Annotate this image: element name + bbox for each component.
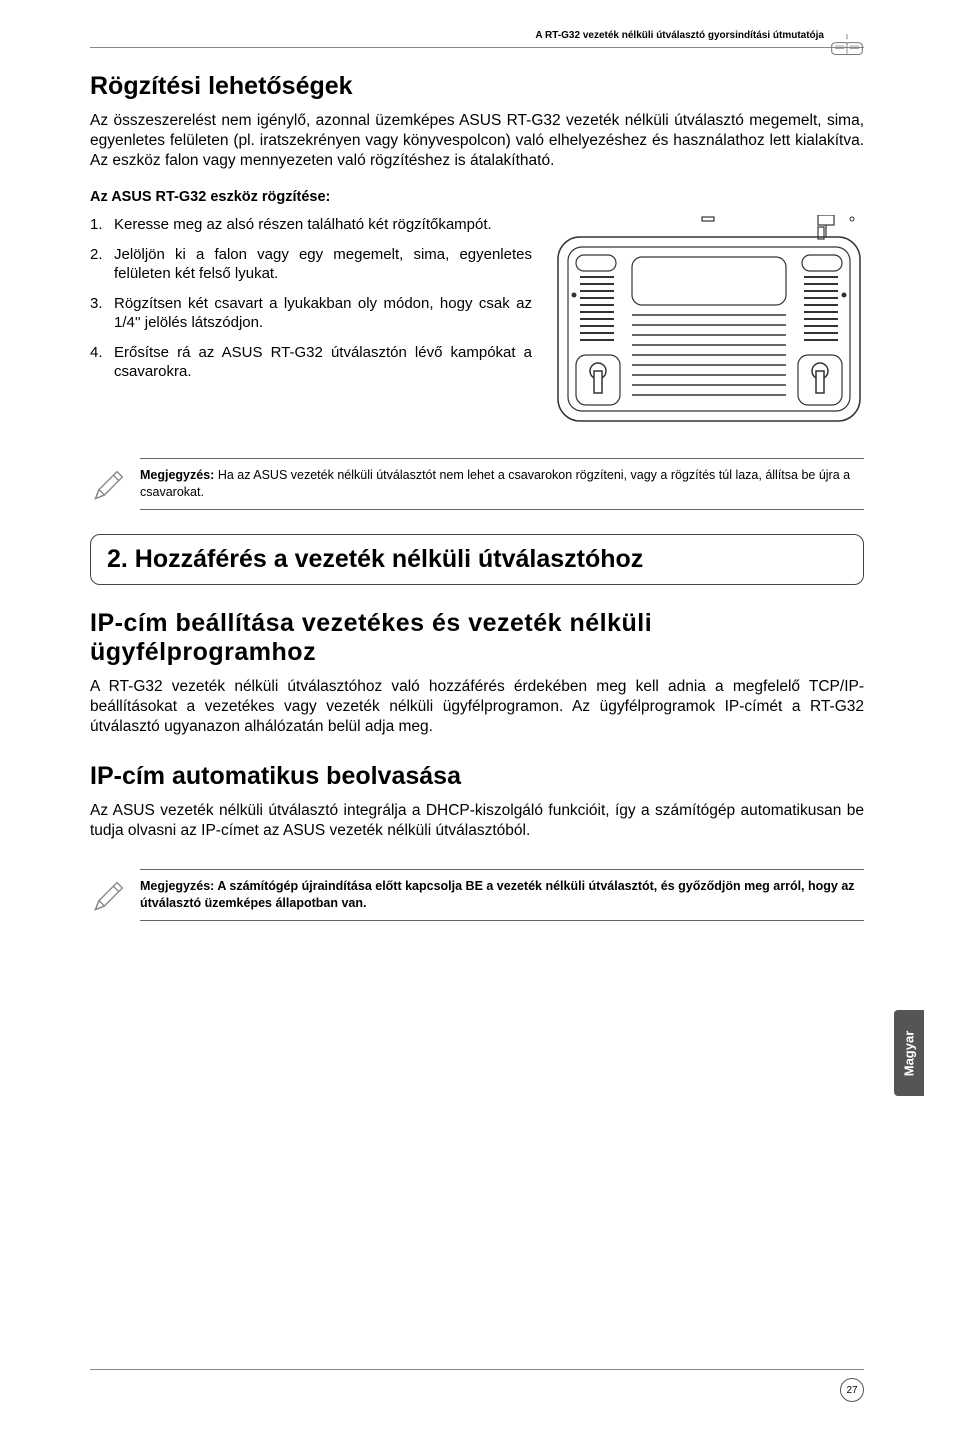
mounting-subhead: Az ASUS RT-G32 eszköz rögzítése: <box>90 189 864 205</box>
language-tab-label: Magyar <box>902 1030 917 1076</box>
section-2-title-box: 2. Hozzáférés a vezeték nélküli útválasz… <box>90 534 864 585</box>
page-footer: 27 <box>90 1369 864 1402</box>
page-number: 27 <box>840 1378 864 1402</box>
manual-icon <box>830 34 864 58</box>
mounting-options-title: Rögzítési lehetőségek <box>90 72 864 101</box>
step-item: 2. Jelöljön ki a falon vagy egy megemelt,… <box>90 245 532 284</box>
note-body: Ha az ASUS vezeték nélküli útválasztót n… <box>140 468 850 499</box>
step-item: 4. Erősítse rá az ASUS RT-G32 útválasztón… <box>90 343 532 382</box>
ip-auto-para: Az ASUS vezeték nélküli útválasztó integ… <box>90 801 864 841</box>
ip-setup-para: A RT-G32 vezeték nélküli útválasztóhoz v… <box>90 677 864 737</box>
pencil-icon <box>90 879 126 915</box>
note-block: Megjegyzés: A számítógép újraindítása el… <box>140 869 864 921</box>
mounting-steps: 1. Keresse meg az alsó részen található k… <box>90 215 532 382</box>
header-running-title: A RT-G32 vezeték nélküli útválasztó gyor… <box>90 30 864 41</box>
router-bottom-diagram <box>554 215 864 425</box>
step-number: 4. <box>90 343 103 363</box>
note-label: Megjegyzés: <box>140 468 214 482</box>
section-2-title: 2. Hozzáférés a vezeték nélküli útválasz… <box>107 545 847 574</box>
footer-rule <box>90 1369 864 1370</box>
step-text: Jelöljön ki a falon vagy egy megemelt, s… <box>114 246 532 283</box>
ip-setup-title: IP-cím beállítása vezetékes és vezeték n… <box>90 609 864 667</box>
step-number: 1. <box>90 215 103 235</box>
step-item: 1. Keresse meg az alsó részen található k… <box>90 215 532 235</box>
note-label-bold: Megjegyzés: A számítógép újraindítása el… <box>140 879 855 910</box>
language-tab: Magyar <box>894 1010 924 1096</box>
ip-auto-title: IP-cím automatikus beolvasása <box>90 762 864 791</box>
step-text: Erősítse rá az ASUS RT-G32 útválasztón l… <box>114 344 532 381</box>
mounting-intro: Az összeszerelést nem igénylő, azonnal ü… <box>90 111 864 171</box>
note-block: Megjegyzés: Ha az ASUS vezeték nélküli ú… <box>140 458 864 510</box>
step-text: Keresse meg az alsó részen található két… <box>114 216 492 233</box>
step-number: 2. <box>90 245 103 265</box>
step-item: 3. Rögzítsen két csavart a lyukakban oly … <box>90 294 532 333</box>
step-text: Rögzítsen két csavart a lyukakban oly mó… <box>114 295 532 332</box>
step-number: 3. <box>90 294 103 314</box>
pencil-icon <box>90 468 126 504</box>
header-rule <box>90 47 864 48</box>
